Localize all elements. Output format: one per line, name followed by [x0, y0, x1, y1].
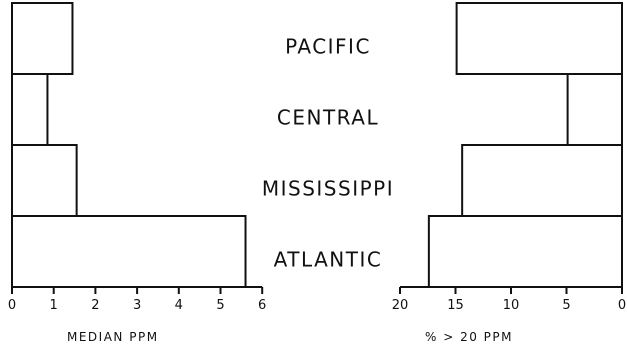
left-tick-label-4: 4: [175, 298, 183, 313]
right-tick-label-5: 5: [562, 298, 570, 313]
right-tick-label-15: 15: [447, 298, 464, 313]
right-bar-atlantic: [427, 215, 623, 288]
category-label-pacific: PACIFIC: [285, 35, 371, 59]
right-tick-label-20: 20: [392, 298, 409, 313]
left-tick-label-3: 3: [133, 298, 141, 313]
left-tick-label-1: 1: [50, 298, 58, 313]
left-bar-central: [11, 73, 49, 146]
left-axis-title: MEDIAN PPM: [67, 330, 159, 344]
right-tick-label-0: 0: [618, 298, 626, 313]
category-label-mississippi: MISSISSIPPI: [262, 177, 394, 201]
category-labels: PACIFIC CENTRAL MISSISSIPPI ATLANTIC: [262, 35, 394, 272]
left-tick-label-6: 6: [258, 298, 266, 313]
left-tick-label-2: 2: [91, 298, 99, 313]
right-bar-mississippi: [461, 144, 623, 217]
category-label-atlantic: ATLANTIC: [274, 248, 383, 272]
left-bar-atlantic: [11, 215, 247, 288]
left-tick-label-5: 5: [216, 298, 224, 313]
right-bar-central: [566, 73, 623, 146]
percent-over-20-ppm-panel: 20 15 10 5 0: [392, 2, 626, 313]
left-bar-pacific: [11, 2, 74, 75]
left-bar-mississippi: [11, 144, 78, 217]
left-tick-label-0: 0: [8, 298, 16, 313]
right-tick-label-10: 10: [503, 298, 520, 313]
right-bar-pacific: [455, 2, 623, 75]
category-label-central: CENTRAL: [277, 106, 379, 130]
right-axis-title: % > 20 PPM: [425, 330, 513, 344]
median-ppm-panel: 0 1 2 3 4 5 6: [8, 2, 266, 313]
